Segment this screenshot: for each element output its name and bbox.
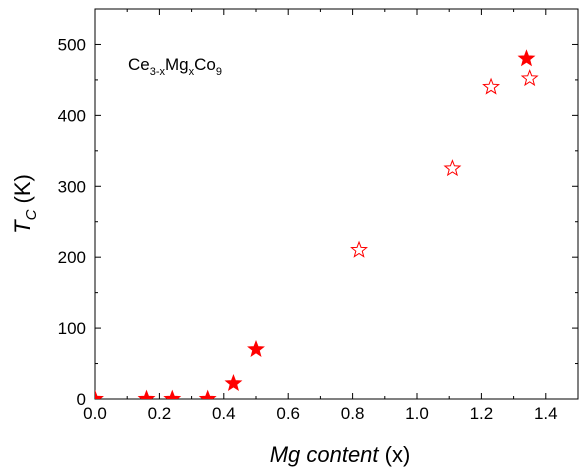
x-tick-label: 0.8 xyxy=(341,404,365,423)
data-point-filled-star xyxy=(517,49,536,67)
x-tick-label: 1.2 xyxy=(470,404,494,423)
plot-frame xyxy=(94,8,579,400)
data-point-open-star xyxy=(482,77,501,95)
y-tick-label: 300 xyxy=(58,177,86,196)
data-point-open-star xyxy=(443,159,462,177)
data-point-open-star xyxy=(520,69,539,87)
tick-labels: 0.0 0.2 0.4 0.6 0.8 1.0 1.2 1.4 0 100 200 300 400 500 xyxy=(58,35,558,423)
annotation-formula: Ce3-xMgxCo9 xyxy=(128,55,222,78)
y-axis-title: TC (K) xyxy=(10,174,40,234)
x-tick-label: 1.0 xyxy=(405,404,429,423)
data-point-filled-star xyxy=(198,389,217,399)
y-tick-label: 100 xyxy=(58,319,86,338)
x-tick-label: 0.0 xyxy=(83,404,107,423)
x-tick-label: 0.2 xyxy=(148,404,172,423)
x-tick-label: 1.4 xyxy=(534,404,558,423)
y-tick-label: 500 xyxy=(58,35,86,54)
x-tick-label: 0.4 xyxy=(212,404,236,423)
data-point-filled-star xyxy=(224,373,243,392)
data-point-filled-star xyxy=(163,389,182,399)
data-point-filled-star xyxy=(137,389,156,399)
axis-ticks xyxy=(94,9,578,400)
y-tick-label: 400 xyxy=(58,106,86,125)
x-tick-label: 0.6 xyxy=(276,404,300,423)
data-point-filled-star xyxy=(95,389,104,399)
y-tick-label: 0 xyxy=(77,390,86,409)
data-points xyxy=(95,49,539,399)
x-axis-title: Mg content (x) xyxy=(270,442,411,467)
y-tick-label: 200 xyxy=(58,248,86,267)
data-point-open-star xyxy=(350,240,368,258)
data-point-filled-star xyxy=(247,339,265,357)
